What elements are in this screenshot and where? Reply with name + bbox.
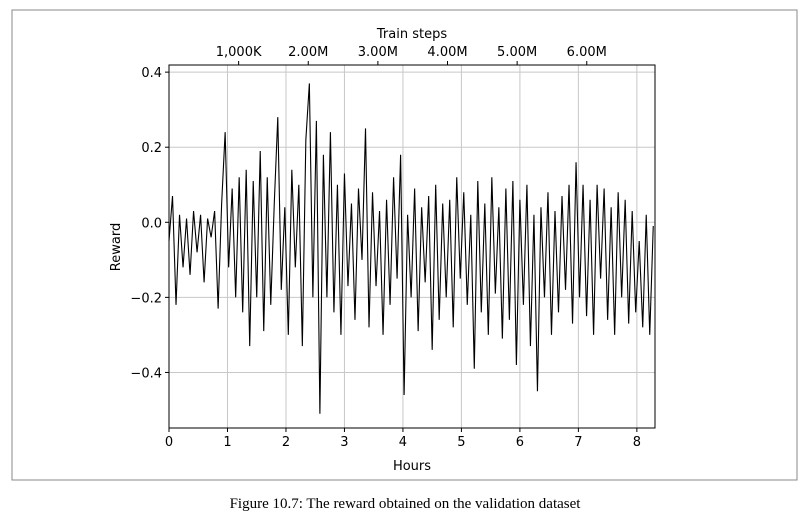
x2-tick-label: 6.00M	[567, 45, 607, 60]
y-tick-label: −0.4	[130, 366, 162, 381]
x-tick-label: 2	[282, 435, 290, 450]
caption: Figure 10.7: The reward obtained on the …	[230, 496, 582, 512]
y-tick-label: −0.2	[130, 291, 162, 306]
y-axis-label: Reward	[109, 223, 124, 271]
x-tick-label: 0	[165, 435, 173, 450]
x-tick-label: 7	[574, 435, 582, 450]
x2-tick-label: 2.00M	[288, 45, 328, 60]
x2-tick-label: 1,000K	[216, 45, 262, 60]
y-tick-label: 0.0	[141, 216, 162, 231]
figure-frame	[11, 9, 798, 481]
x2-axis-label: Train steps	[376, 27, 447, 42]
x-tick-label: 1	[223, 435, 231, 450]
x2-tick-label: 5.00M	[497, 45, 537, 60]
x2-tick-label: 3.00M	[358, 45, 398, 60]
x-tick-label: 8	[633, 435, 641, 450]
x2-tick-label: 4.00M	[427, 45, 467, 60]
x-axis-label: Hours	[393, 459, 431, 474]
x-tick-label: 5	[457, 435, 465, 450]
y-tick-label: 0.2	[141, 141, 162, 156]
x-tick-label: 3	[340, 435, 348, 450]
x-tick-label: 6	[516, 435, 524, 450]
plot-frame	[168, 64, 656, 429]
x-tick-label: 4	[399, 435, 407, 450]
y-tick-label: 0.4	[141, 66, 162, 81]
data-line	[168, 83, 654, 414]
